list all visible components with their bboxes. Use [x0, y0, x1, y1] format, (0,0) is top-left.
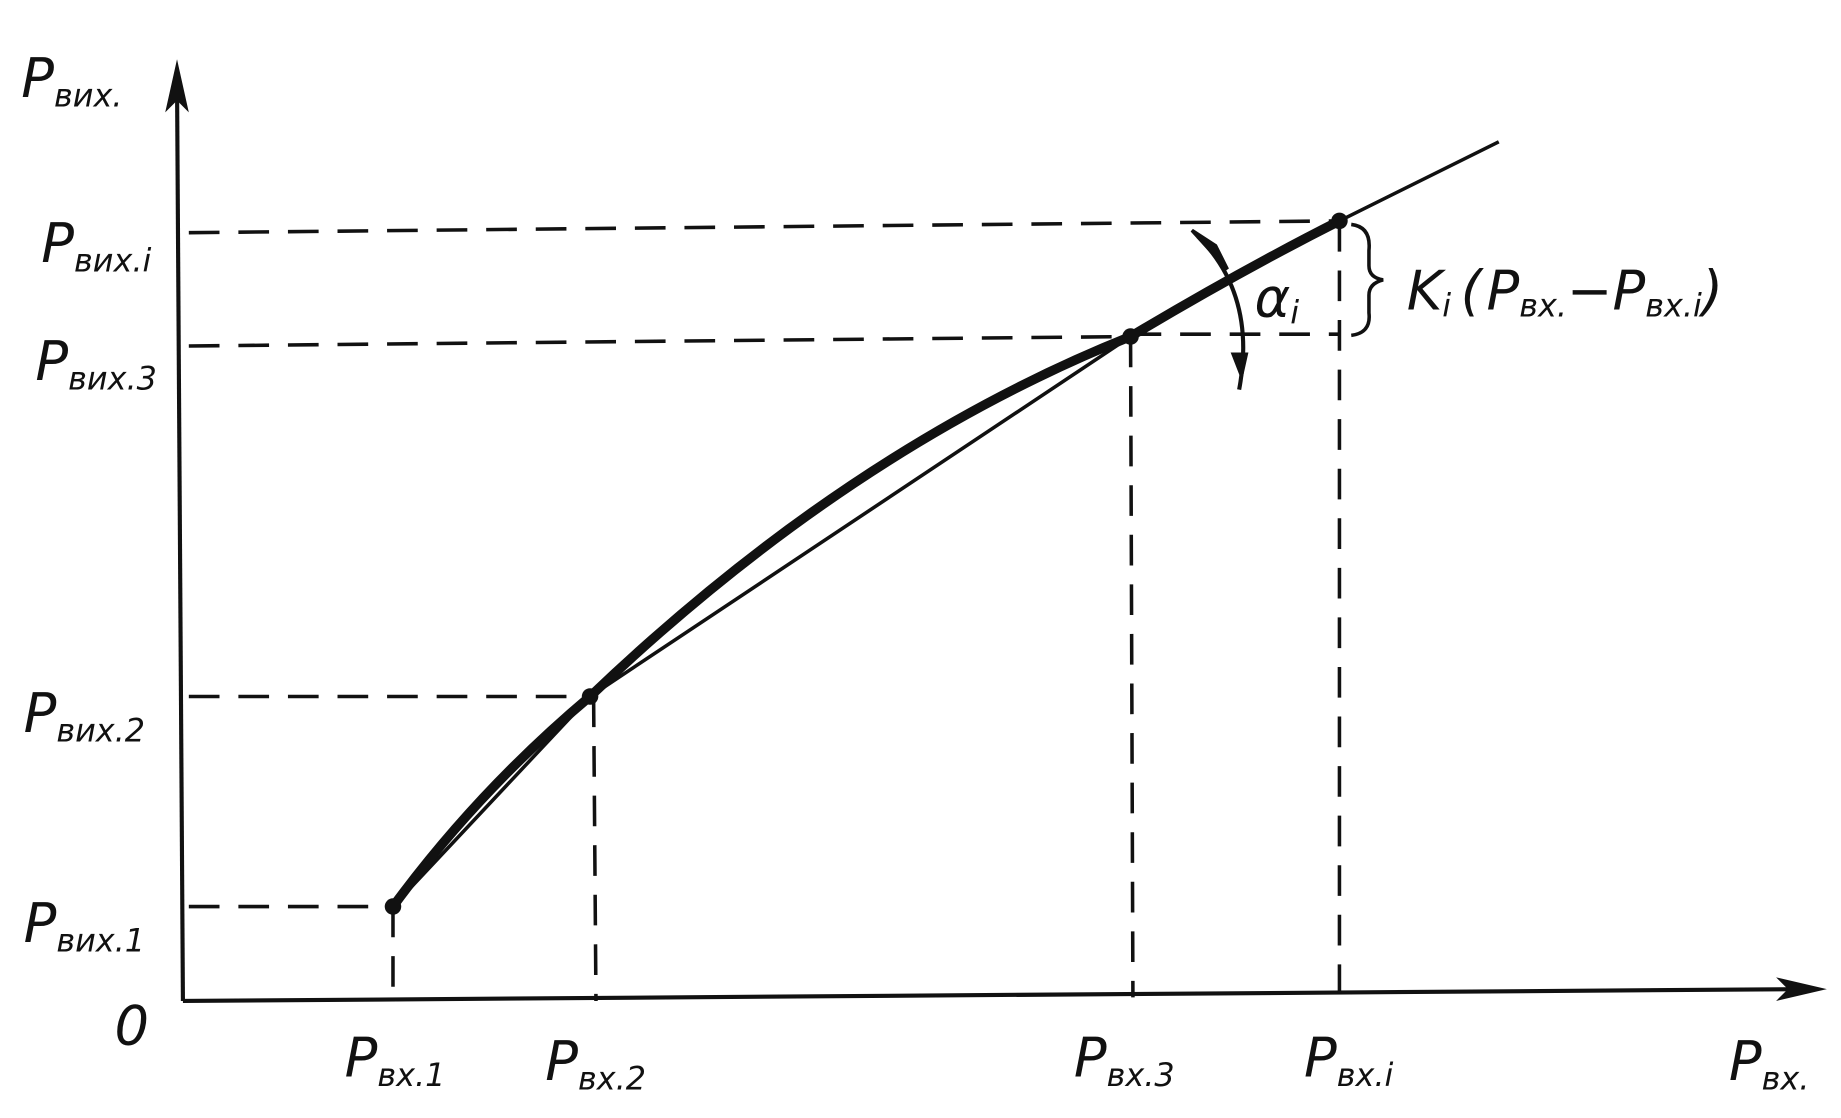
y-label-symbol: P: [24, 682, 57, 745]
x-axis: [182, 987, 1800, 1004]
y-label: Pвих.2: [24, 682, 145, 749]
origin-label: 0: [114, 995, 149, 1058]
x-label-subscript: вх.1: [377, 1056, 445, 1094]
points: [384, 212, 1348, 915]
x-label-symbol: P: [545, 1030, 578, 1093]
x-label: Pвх.1: [345, 1026, 446, 1093]
piecewise-line: [391, 140, 1500, 908]
x-axis-label: Pвх.: [1729, 1030, 1810, 1097]
x-label-subscript: вх.2: [578, 1059, 646, 1097]
angle-label: αi: [1254, 266, 1299, 331]
y-label: Pвих.3: [35, 330, 156, 397]
y-axis: [174, 82, 185, 1001]
x-label-symbol: P: [1074, 1026, 1107, 1089]
guides: [188, 219, 1342, 1001]
y-label: Pвих.1: [24, 892, 145, 959]
y-label: Pвих.i: [41, 212, 151, 279]
y-label-subscript: вих.1: [56, 921, 145, 959]
x-arrow: [1776, 977, 1827, 1001]
y-label-symbol: P: [41, 212, 74, 275]
y-label-subscript: вих.i: [74, 242, 151, 280]
characteristic-curve: [388, 216, 1345, 912]
x-label: Pвх.2: [545, 1030, 646, 1097]
y-label-symbol: P: [35, 330, 68, 393]
y-label-symbol: P: [24, 892, 57, 955]
x-label-subscript: вх.3: [1107, 1056, 1175, 1094]
angle-arrows: [1190, 228, 1249, 382]
y-label-subscript: вих.3: [68, 360, 157, 398]
x-label-symbol: P: [345, 1026, 378, 1089]
x-label-subscript: вх.i: [1337, 1056, 1394, 1094]
x-label: Pвх.3: [1074, 1026, 1175, 1093]
x-label: Pвх.i: [1304, 1026, 1393, 1093]
y-axis-label: Pвих.: [21, 47, 122, 114]
brace: [1350, 222, 1384, 338]
y-arrow: [165, 59, 189, 113]
x-label-symbol: P: [1304, 1026, 1337, 1089]
increment-label: Ki(Pвх.−Pвх.i): [1407, 259, 1723, 324]
y-label-subscript: вих.2: [56, 711, 145, 749]
